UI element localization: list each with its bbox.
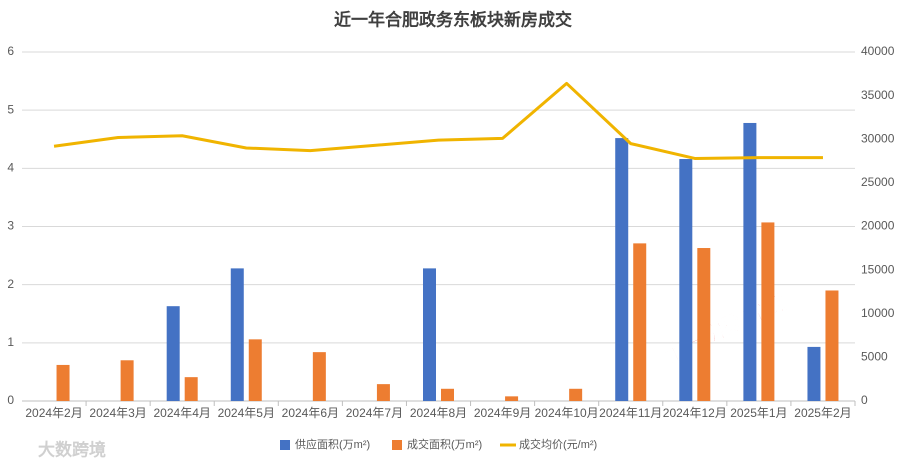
x-tick-label: 2024年8月 [410,406,467,420]
y2-tick-label: 40000 [861,44,895,58]
legend-swatch [392,440,402,450]
source-logo: 大数跨境 [38,439,106,459]
y2-tick-label: 5000 [861,350,888,364]
x-tick-label: 2024年9月 [474,406,531,420]
bar [807,346,821,401]
y-tick-label: 1 [7,335,14,349]
y2-tick-label: 20000 [861,219,895,233]
bar [312,352,326,401]
x-tick-label: 2024年2月 [25,406,82,420]
legend-label: 成交面积(万m²) [407,437,482,451]
y-tick-label: 0 [7,393,14,407]
bar [230,268,244,401]
y-tick-label: 5 [7,102,14,116]
bar [697,248,711,401]
bar [423,268,436,401]
bar [569,388,583,401]
y2-tick-label: 30000 [861,131,895,145]
bar [825,290,839,401]
x-tick-label: 2024年11月 [599,406,662,420]
y2-tick-label: 15000 [861,262,895,276]
bar [615,138,629,401]
x-tick-label: 2025年2月 [794,406,851,420]
y-tick-label: 6 [7,44,14,58]
x-tick-label: 2024年7月 [346,406,403,420]
x-tick-label: 2024年5月 [218,406,275,420]
legend-swatch [280,440,290,450]
y-tick-label: 3 [7,219,14,233]
bar [184,377,198,401]
x-tick-label: 2024年3月 [89,406,146,420]
y2-tick-label: 10000 [861,306,895,320]
legend-label: 供应面积(万m²) [295,437,370,451]
y2-tick-label: 0 [861,393,868,407]
y2-tick-label: 25000 [861,175,895,189]
bar [761,222,775,401]
x-tick-label: 2024年10月 [535,406,599,420]
x-tick-label: 2025年1月 [730,406,787,420]
bar [505,396,519,401]
bar [679,159,693,401]
price-line [53,81,823,160]
x-tick-label: 2024年6月 [282,406,339,420]
chart-title: 近一年合肥政务东板块新房成交 [334,9,572,29]
bar [56,364,70,401]
bar [633,243,647,401]
legend-label: 成交均价(元/m²) [519,437,597,451]
x-tick-label: 2024年12月 [663,406,727,420]
y2-tick-label: 35000 [861,88,895,102]
y-tick-label: 4 [7,161,14,175]
bar [743,122,757,402]
y-tick-label: 2 [7,277,14,291]
bar [376,384,390,401]
x-tick-label: 2024年4月 [154,406,211,420]
bar [120,360,134,401]
bar [166,306,180,401]
bar [248,339,262,401]
bar [441,388,454,401]
